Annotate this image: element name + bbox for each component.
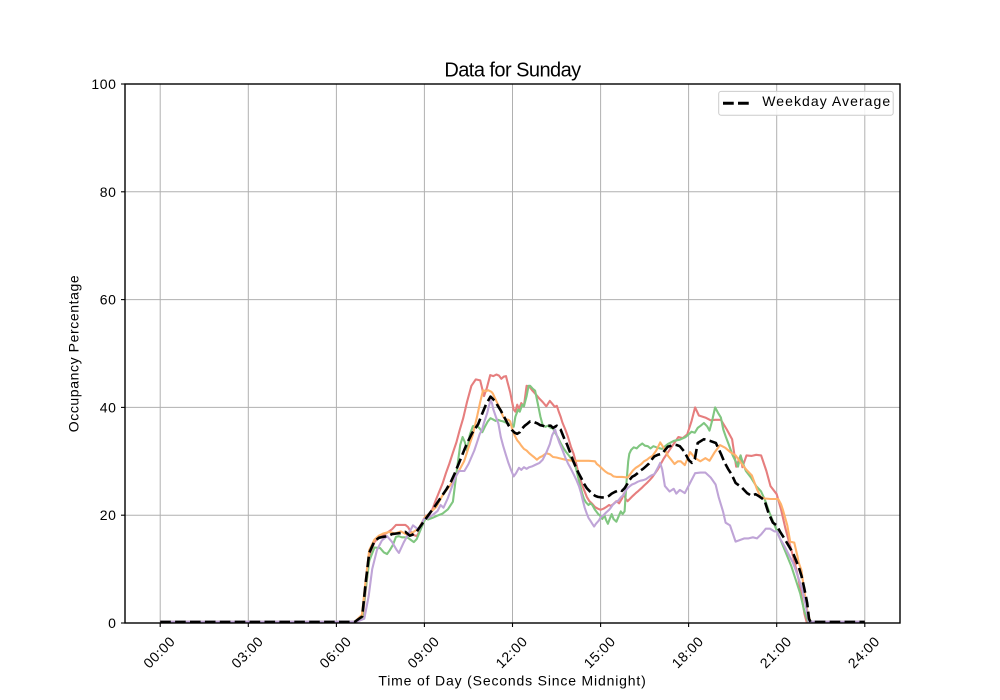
svg-text:0: 0 [108, 615, 116, 631]
svg-text:Time of Day (Seconds Since Mid: Time of Day (Seconds Since Midnight) [378, 673, 646, 689]
svg-text:Occupancy Percentage: Occupancy Percentage [66, 275, 82, 433]
svg-text:60: 60 [100, 292, 117, 308]
svg-text:Weekday Average: Weekday Average [762, 93, 891, 109]
svg-text:20: 20 [100, 507, 117, 523]
svg-text:Data for Sunday: Data for Sunday [444, 59, 581, 81]
svg-text:40: 40 [100, 399, 117, 415]
svg-text:100: 100 [91, 76, 116, 92]
svg-text:80: 80 [100, 184, 117, 200]
